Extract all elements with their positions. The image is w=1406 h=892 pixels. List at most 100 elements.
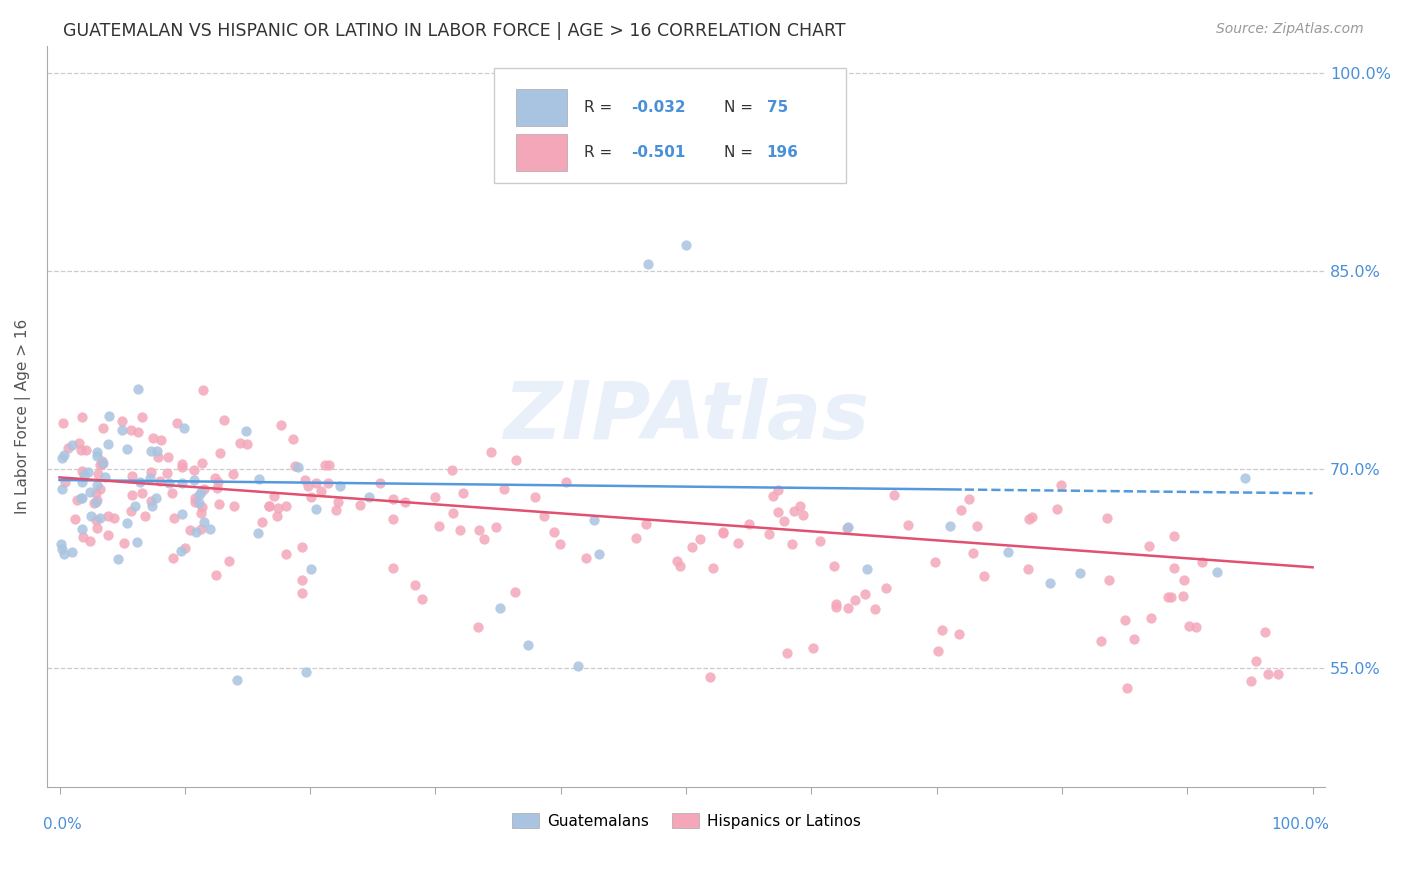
Point <box>801 640 824 655</box>
Point <box>1017 562 1039 576</box>
Point <box>190 522 212 536</box>
Point <box>297 479 319 493</box>
Point <box>1163 529 1185 543</box>
Point <box>86 521 108 535</box>
Point <box>75 443 97 458</box>
Point <box>91 454 114 468</box>
Point <box>305 476 328 491</box>
Point <box>173 420 195 434</box>
Point <box>224 499 246 513</box>
Point <box>287 459 309 474</box>
Point <box>58 441 80 455</box>
Point <box>86 513 108 527</box>
Point <box>53 475 76 489</box>
Point <box>120 423 142 437</box>
Point <box>159 476 181 491</box>
Point <box>204 471 226 485</box>
Point <box>299 562 322 576</box>
Point <box>897 517 920 532</box>
Point <box>127 425 149 439</box>
Point <box>235 424 257 438</box>
Point <box>318 458 340 472</box>
Point <box>66 492 89 507</box>
Point <box>121 488 143 502</box>
Point <box>299 490 322 504</box>
Text: 0.0%: 0.0% <box>42 817 82 832</box>
Point <box>637 257 659 271</box>
Point <box>214 413 236 427</box>
Point <box>51 451 73 466</box>
Point <box>141 499 163 513</box>
Point <box>681 540 703 554</box>
Point <box>294 474 316 488</box>
Point <box>524 491 547 505</box>
Point <box>139 444 162 458</box>
Point <box>1254 625 1277 640</box>
Point <box>875 581 897 595</box>
Point <box>193 483 215 497</box>
Point <box>1177 619 1199 633</box>
Point <box>329 479 352 493</box>
Point <box>441 463 464 477</box>
Point <box>472 532 495 546</box>
Point <box>863 602 886 616</box>
Point <box>274 499 297 513</box>
Point <box>247 472 270 486</box>
Point <box>423 490 446 504</box>
Text: ZIPAtlas: ZIPAtlas <box>503 377 869 456</box>
Point <box>166 416 188 430</box>
Point <box>583 513 606 527</box>
Point <box>97 509 120 524</box>
Point <box>86 478 108 492</box>
Point <box>1185 620 1208 634</box>
Point <box>776 646 799 660</box>
Point <box>53 448 76 462</box>
Point <box>359 490 381 504</box>
Point <box>326 495 349 509</box>
Point <box>142 431 165 445</box>
Point <box>191 456 214 470</box>
Point <box>52 547 75 561</box>
Point <box>382 561 405 575</box>
Point <box>207 482 229 496</box>
Point <box>411 591 433 606</box>
Point <box>84 494 107 508</box>
Point <box>927 644 949 658</box>
Point <box>451 485 474 500</box>
Point <box>127 383 149 397</box>
Point <box>309 483 332 498</box>
Point <box>267 500 290 515</box>
Point <box>394 495 416 509</box>
Point <box>325 502 347 516</box>
Point <box>349 498 371 512</box>
Point <box>738 516 761 531</box>
Point <box>150 433 173 447</box>
Point <box>67 436 90 450</box>
Point <box>824 597 846 611</box>
Point <box>198 522 221 536</box>
Point <box>957 491 980 506</box>
Point <box>727 535 749 549</box>
Point <box>567 659 589 673</box>
Point <box>207 475 229 490</box>
Point <box>1267 667 1289 681</box>
Point <box>145 443 167 458</box>
Point <box>305 501 328 516</box>
Point <box>1021 509 1043 524</box>
Point <box>1160 590 1182 604</box>
Point <box>427 518 450 533</box>
Point <box>77 465 100 479</box>
Point <box>86 467 108 481</box>
Point <box>218 554 240 568</box>
Point <box>291 573 314 587</box>
Point <box>588 547 610 561</box>
Point <box>808 534 831 549</box>
Point <box>86 449 108 463</box>
Point <box>170 476 193 491</box>
Point <box>131 485 153 500</box>
Point <box>184 525 207 540</box>
Point <box>187 496 209 510</box>
Y-axis label: In Labor Force | Age > 16: In Labor Force | Age > 16 <box>15 319 31 514</box>
Point <box>51 482 73 496</box>
Text: R =: R = <box>583 145 617 160</box>
